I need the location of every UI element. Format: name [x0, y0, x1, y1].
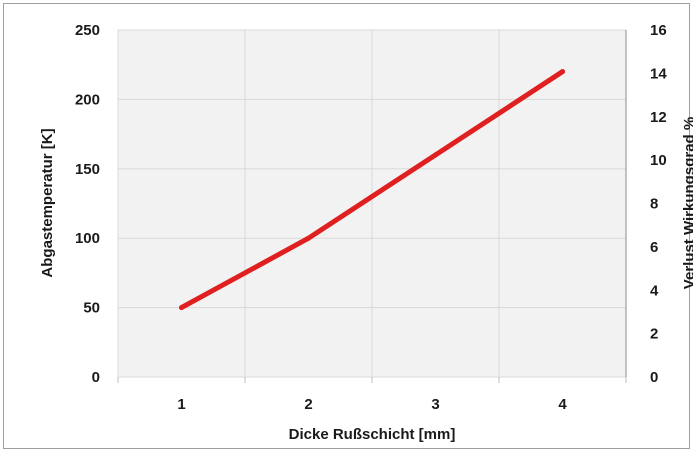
y2-tick-label: 16 — [650, 22, 667, 39]
y-axis-title: Abgastemperatur [K] — [39, 128, 56, 277]
data-point — [306, 235, 311, 241]
x-axis-title: Dicke Rußschicht [mm] — [289, 426, 456, 443]
y-tick-label: 0 — [92, 369, 100, 386]
y-axis-right: 0 2 4 6 8 10 12 14 16 — [625, 22, 667, 386]
y2-tick-label: 6 — [650, 239, 658, 256]
y2-tick-label: 12 — [650, 109, 667, 126]
y2-tick-label: 10 — [650, 152, 667, 169]
y-tick-label: 250 — [75, 22, 100, 39]
series — [179, 69, 565, 311]
x-tick-label: 2 — [304, 396, 312, 413]
data-point — [560, 69, 565, 75]
y-tick-label: 100 — [75, 230, 100, 247]
x-tick-label: 1 — [177, 396, 185, 413]
y2-tick-label: 0 — [650, 369, 658, 386]
grid — [118, 30, 626, 377]
y2-tick-label: 14 — [650, 65, 667, 82]
y-tick-label: 150 — [75, 161, 100, 178]
y-axis-left: 0 50 100 150 200 250 — [75, 22, 100, 386]
y-tick-label: 200 — [75, 91, 100, 108]
y2-tick-label: 2 — [650, 326, 658, 343]
y-tick-label: 50 — [83, 300, 100, 317]
y2-axis-title: Verlust Wirkungsgrad % — [681, 117, 693, 289]
x-axis: 1 2 3 4 — [117, 377, 627, 413]
data-point — [179, 305, 184, 311]
y2-tick-label: 4 — [650, 282, 659, 299]
x-tick-label: 3 — [431, 396, 439, 413]
y2-tick-label: 8 — [650, 196, 658, 213]
x-tick-label: 4 — [558, 396, 567, 413]
data-point — [433, 152, 438, 158]
series-line — [179, 69, 565, 311]
